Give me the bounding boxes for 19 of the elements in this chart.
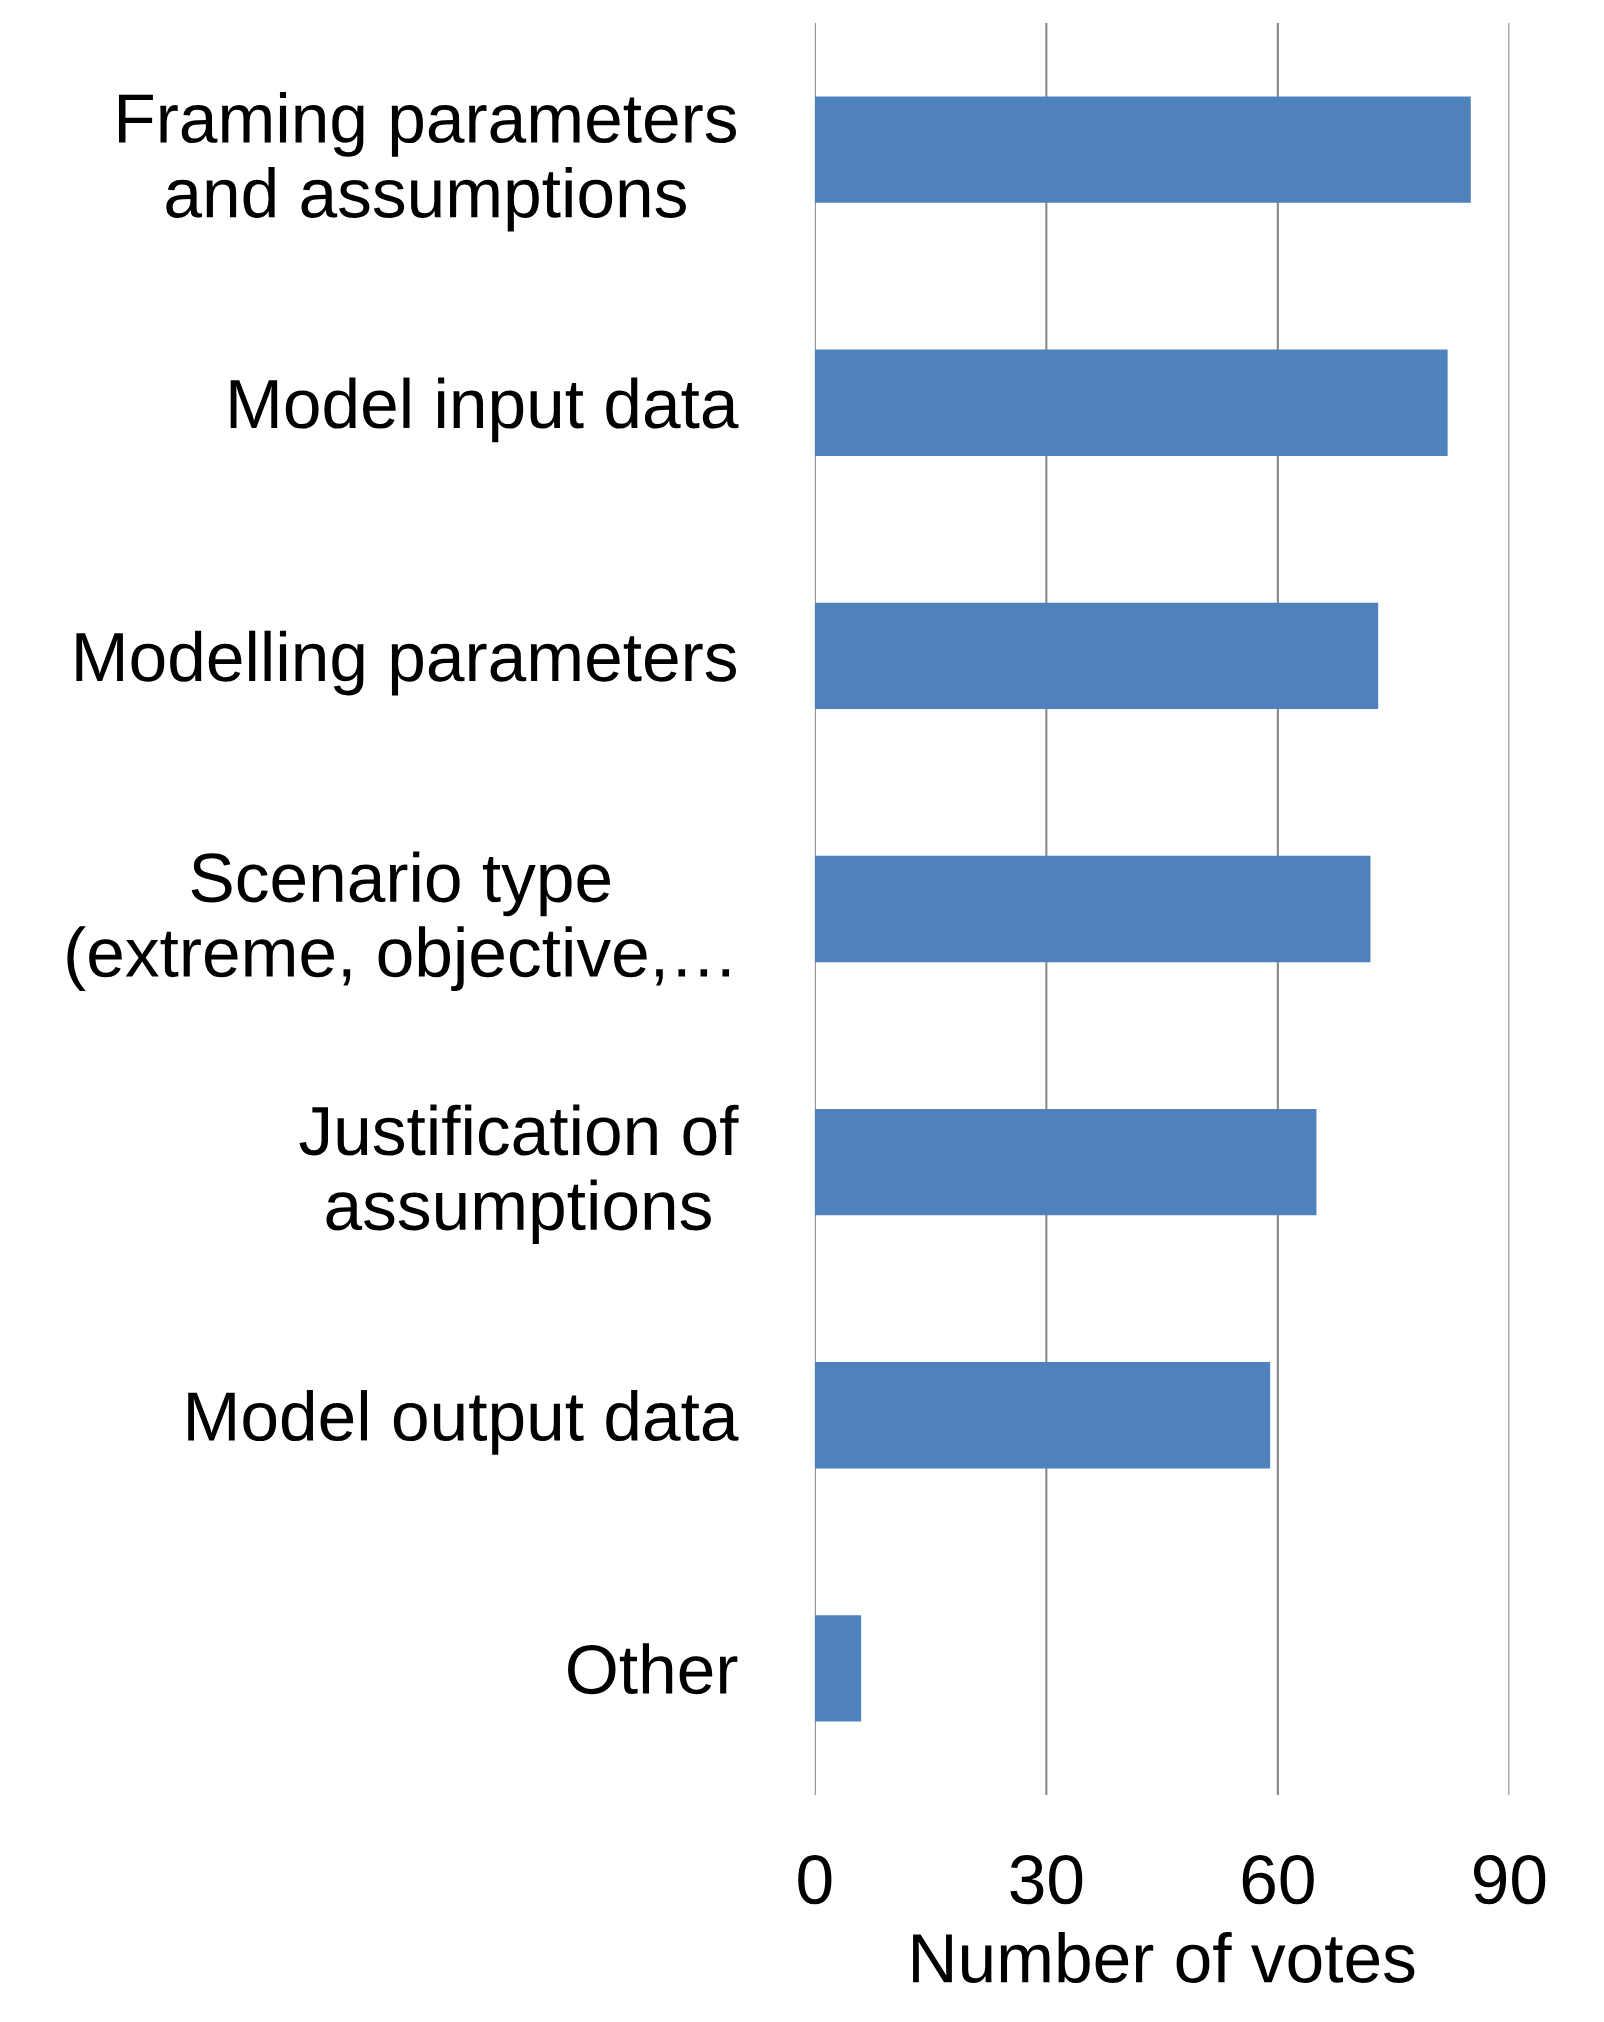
bar: [814, 1615, 862, 1722]
bar: [814, 1362, 1271, 1469]
x-tick-label: 0: [798, 1855, 832, 1905]
y-tick-label: Model output data: [188, 1390, 739, 1455]
y-tick-label: Scenario type (extreme, objective,…: [67, 851, 730, 991]
x-axis-title: Number of votes: [913, 1931, 1415, 1983]
y-tick-label: Model input data: [230, 377, 739, 443]
bar: [814, 602, 1379, 710]
x-tick-label: 90: [1474, 1855, 1546, 1905]
x-tick-label: 30: [1010, 1855, 1083, 1905]
y-tick-label: Modelling parameters: [76, 630, 736, 696]
y-tick-label: Justification of assumptions: [299, 1104, 739, 1245]
y-tick-label: Framing parameters and assumptions: [118, 92, 736, 232]
bar: [814, 349, 1448, 456]
x-tick-label: 60: [1242, 1855, 1314, 1905]
bar: [814, 855, 1371, 963]
y-tick-label: Other: [568, 1643, 738, 1695]
bar: [814, 96, 1471, 203]
bar: [814, 1108, 1317, 1216]
